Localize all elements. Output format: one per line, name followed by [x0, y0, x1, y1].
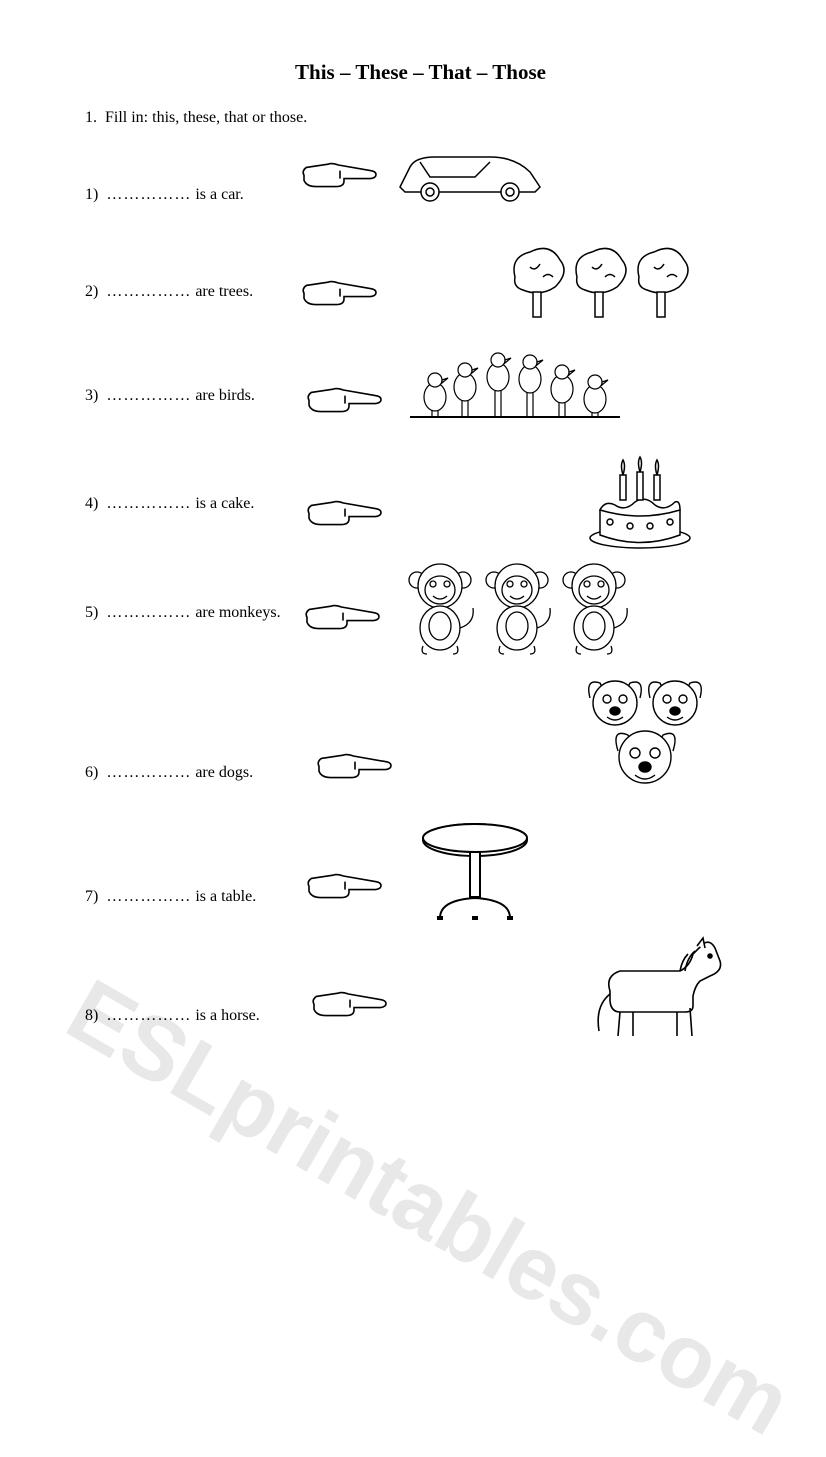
pointing-hand-icon [305, 863, 385, 905]
question-label: are dogs. [195, 764, 253, 781]
blank-field[interactable]: …………… [106, 764, 191, 781]
question-label: is a cake. [195, 495, 254, 512]
blank-field[interactable]: …………… [106, 604, 191, 621]
question-number: 8) [85, 1007, 98, 1024]
question-label: is a horse. [195, 1007, 259, 1024]
question-row: 3) …………… are birds. [85, 342, 756, 450]
question-number: 1) [85, 186, 98, 203]
question-row: 4) …………… is a cake. [85, 450, 756, 558]
question-label: is a table. [195, 888, 256, 905]
pointing-hand-icon [310, 981, 390, 1023]
pointing-hand-icon [305, 377, 385, 419]
question-label: are monkeys. [195, 604, 280, 621]
question-label: is a car. [195, 186, 243, 203]
question-label: are birds. [195, 387, 255, 404]
blank-field[interactable]: …………… [106, 888, 191, 905]
question-text: 8) …………… is a horse. [85, 967, 285, 1025]
question-number: 4) [85, 495, 98, 512]
question-row: 2) …………… are trees. [85, 242, 756, 342]
question-text: 5) …………… are monkeys. [85, 604, 295, 622]
question-row: 7) …………… is a table. [85, 818, 756, 936]
question-row: 1) …………… is a car. [85, 147, 756, 242]
blank-field[interactable]: …………… [106, 186, 191, 203]
pointing-hand-icon [300, 270, 380, 312]
table-icon [415, 818, 535, 928]
question-number: 5) [85, 604, 98, 621]
question-number: 3) [85, 387, 98, 404]
question-text: 6) …………… are dogs. [85, 704, 285, 782]
page-title: This – These – That – Those [85, 60, 756, 85]
question-number: 6) [85, 764, 98, 781]
question-text: 2) …………… are trees. [85, 283, 285, 301]
blank-field[interactable]: …………… [106, 283, 191, 300]
question-number: 7) [85, 888, 98, 905]
trees-icon [505, 242, 695, 327]
worksheet-page: This – These – That – Those 1. Fill in: … [0, 0, 826, 1096]
dogs-icon [575, 668, 715, 798]
question-text: 7) …………… is a table. [85, 848, 285, 906]
cake-icon [585, 450, 695, 550]
pointing-hand-icon [305, 490, 385, 532]
question-label: are trees. [195, 283, 253, 300]
question-text: 1) …………… is a car. [85, 186, 285, 204]
blank-field[interactable]: …………… [106, 495, 191, 512]
blank-field[interactable]: …………… [106, 1007, 191, 1024]
birds-icon [405, 342, 625, 437]
question-row: 5) …………… are monkeys. [85, 558, 756, 668]
question-number: 2) [85, 283, 98, 300]
question-row: 6) …………… are dogs. [85, 668, 756, 818]
horse-icon [585, 936, 725, 1046]
blank-field[interactable]: …………… [106, 387, 191, 404]
instruction-number: 1. [85, 109, 97, 126]
monkeys-icon [405, 558, 630, 658]
pointing-hand-icon [303, 594, 383, 636]
instruction-line: 1. Fill in: this, these, that or those. [85, 109, 756, 127]
question-text: 4) …………… is a cake. [85, 495, 285, 513]
pointing-hand-icon [315, 743, 395, 785]
question-text: 3) …………… are birds. [85, 387, 285, 405]
instruction-text: Fill in: this, these, that or those. [105, 109, 307, 126]
pointing-hand-icon [300, 152, 380, 194]
car-icon [395, 147, 545, 207]
question-row: 8) …………… is a horse. [85, 936, 756, 1056]
